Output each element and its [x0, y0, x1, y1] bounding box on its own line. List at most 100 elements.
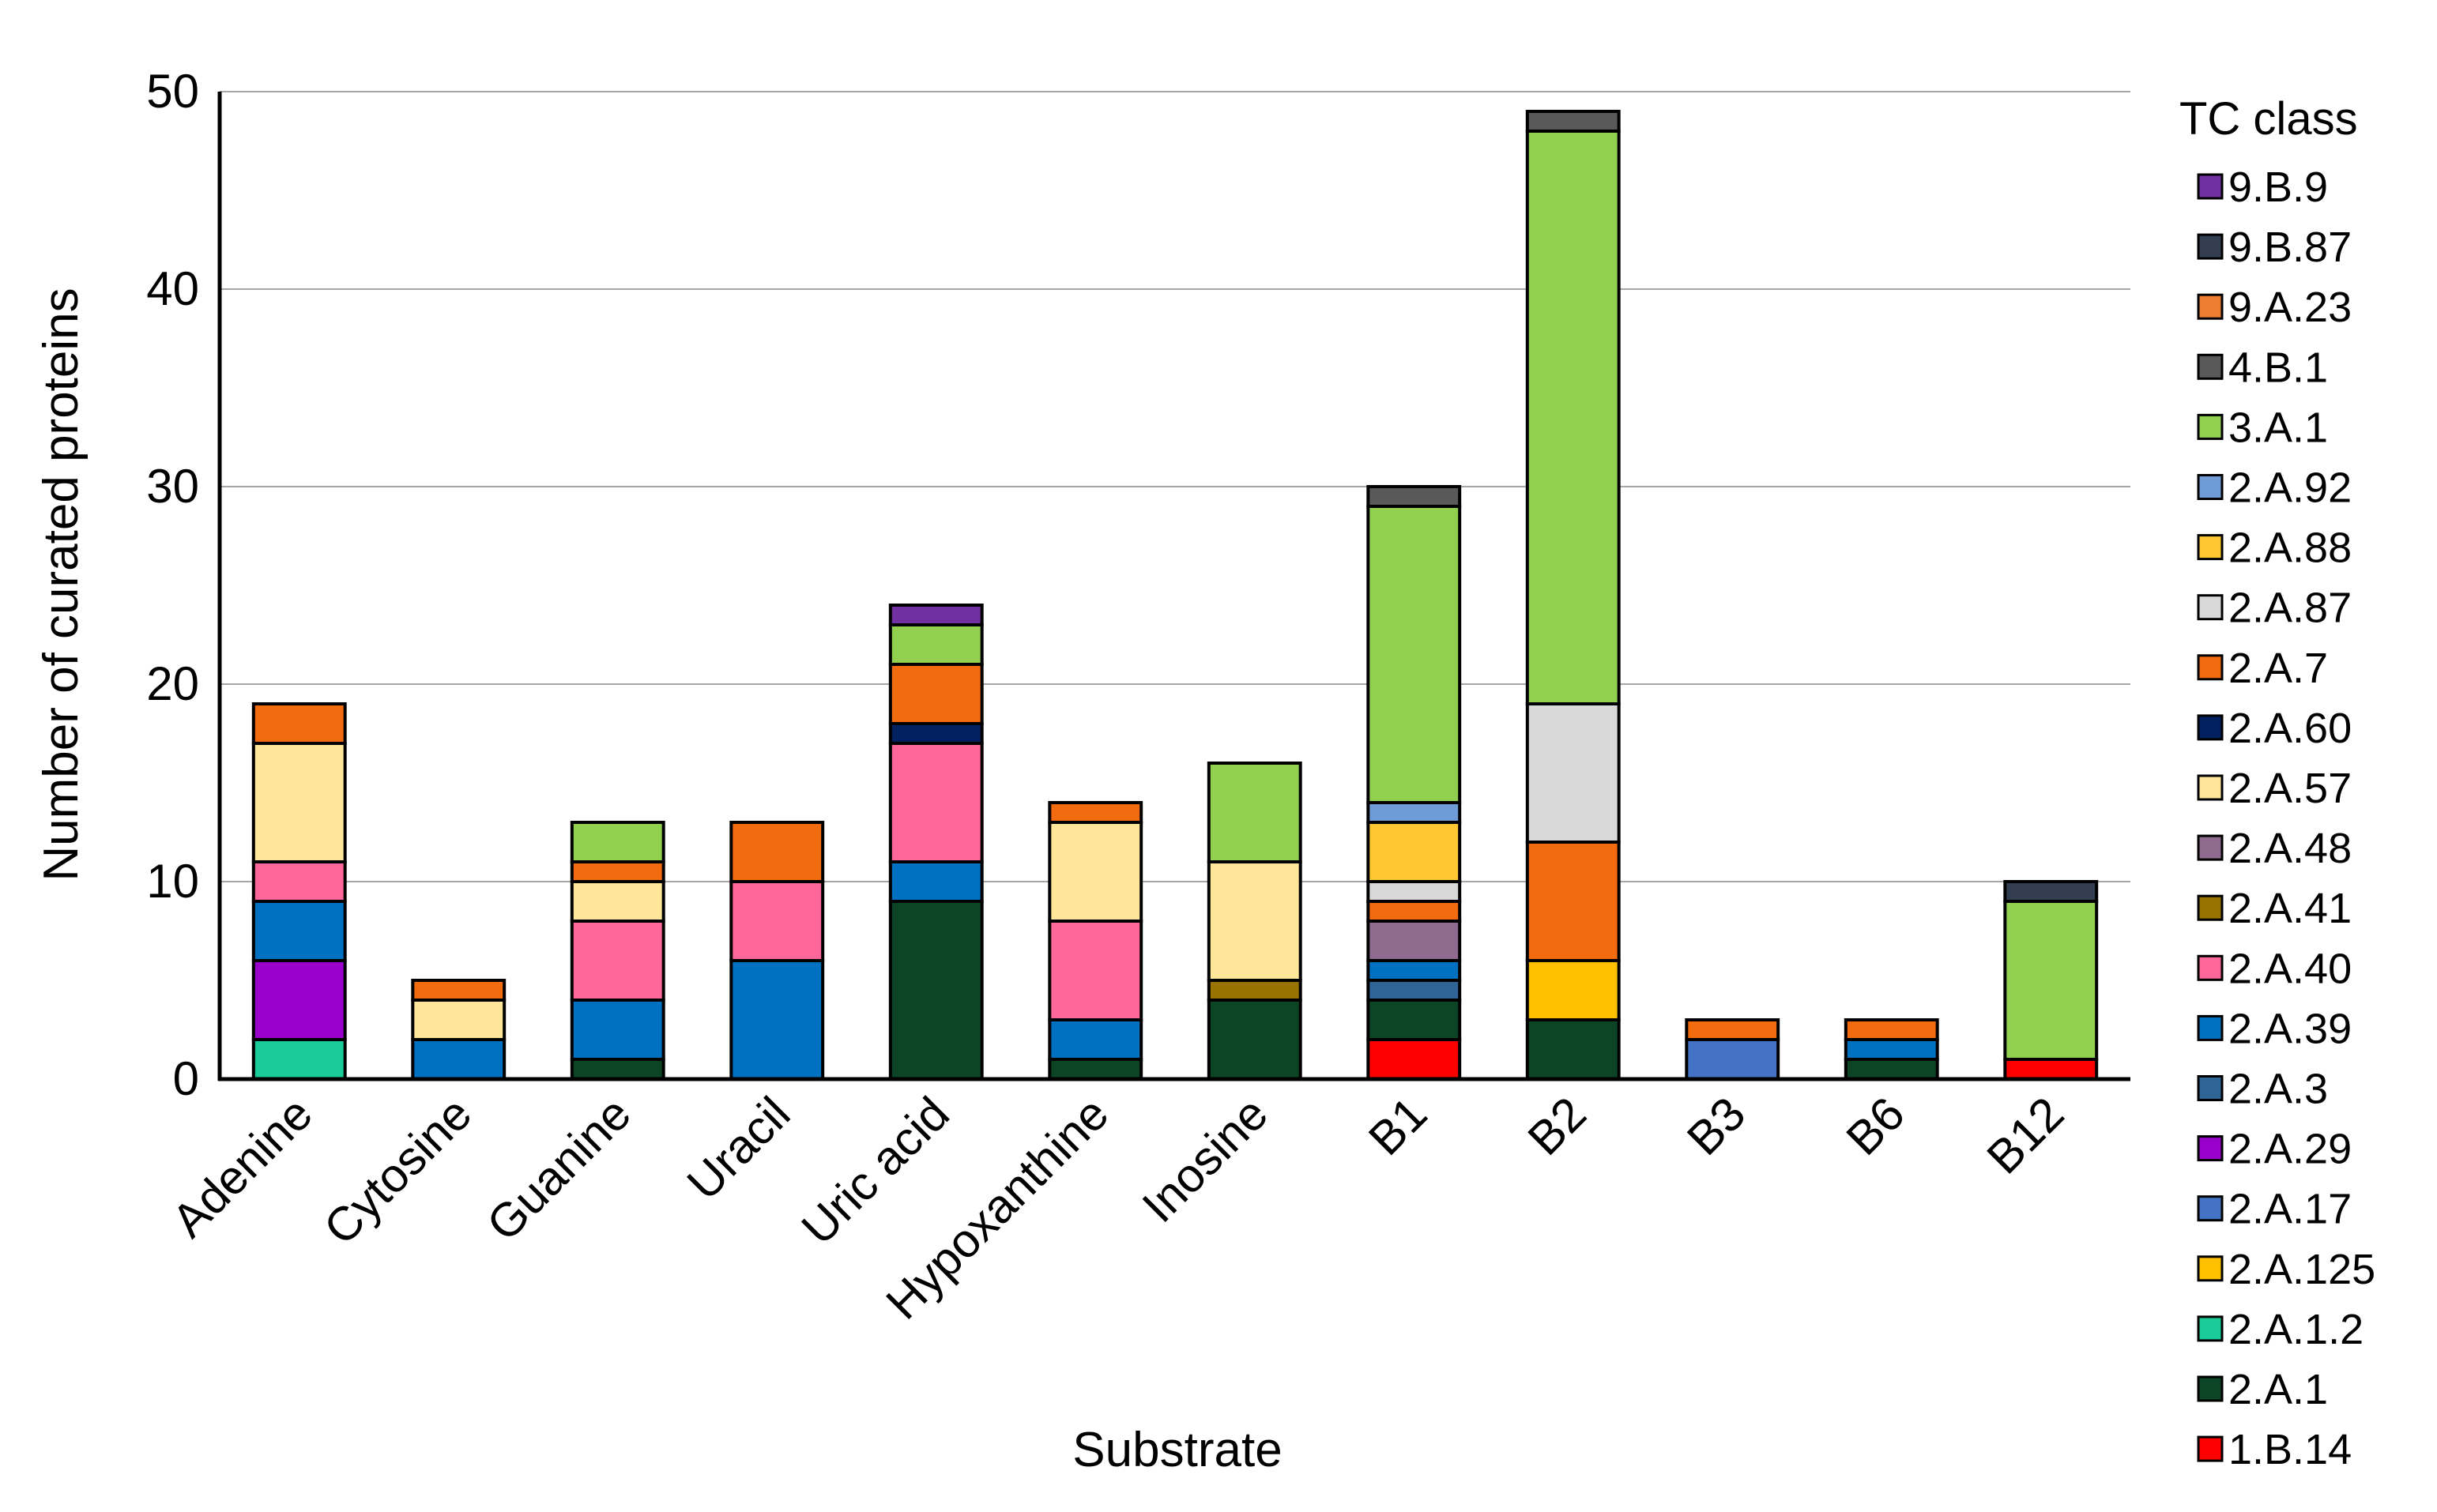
legend-item: 2.A.48	[2197, 825, 2352, 872]
legend-item: 9.B.9	[2197, 164, 2328, 211]
legend-item: 2.A.57	[2197, 765, 2352, 812]
bar-stack-cytosine	[411, 979, 507, 1081]
y-axis-title: Number of curated proteins	[34, 288, 89, 881]
x-tick-label: Guanine	[476, 1087, 641, 1251]
bar-segment-2.A.60	[888, 722, 984, 745]
legend-swatch	[2197, 1014, 2224, 1041]
legend-item: 2.A.88	[2197, 525, 2352, 572]
y-tick-label: 20	[146, 657, 199, 710]
legend-swatch	[2197, 233, 2224, 260]
bar-segment-2.A.57	[1048, 821, 1143, 923]
bar-stack-hypoxanthine	[1048, 801, 1143, 1081]
bar-segment-2.A.7	[1844, 1018, 1939, 1041]
bar-segment-2.A.40	[888, 742, 984, 863]
legend-swatch	[2197, 413, 2224, 440]
legend-item: 2.A.1	[2197, 1366, 2328, 1413]
legend-label: 2.A.39	[2228, 1005, 2352, 1052]
bar-segment-4.B.1	[1525, 110, 1621, 133]
bar-segment-2.A.7	[1525, 841, 1621, 962]
bar-segment-3.A.1	[1366, 505, 1462, 804]
legend-swatch	[2197, 474, 2224, 500]
bar-segment-3.A.1	[2003, 900, 2099, 1061]
bar-stack-b1	[1366, 485, 1462, 1081]
y-tick-label: 10	[146, 855, 199, 908]
legend-label: 2.A.87	[2228, 585, 2352, 632]
legend-swatch	[2197, 1315, 2224, 1342]
legend-swatch	[2197, 594, 2224, 621]
legend-item: 2.A.40	[2197, 945, 2352, 992]
bar-segment-1.B.14	[2003, 1058, 2099, 1081]
x-axis-title: Substrate	[1072, 1423, 1282, 1477]
bar-segment-2.A.17	[1685, 1038, 1780, 1081]
legend-item: 2.A.39	[2197, 1005, 2352, 1052]
bar-stack-uric-acid	[888, 604, 984, 1081]
bar-segment-3.A.1	[888, 623, 984, 666]
legend-label: 2.A.17	[2228, 1186, 2352, 1233]
legend-swatch	[2197, 1195, 2224, 1222]
bar-stack-b2	[1525, 110, 1621, 1081]
bar-segment-2.A.57	[251, 742, 347, 863]
bar-stack-b6	[1844, 1018, 1939, 1081]
x-tick-label: B6	[1836, 1087, 1915, 1165]
bar-segment-4.B.1	[1366, 485, 1462, 508]
bar-segment-2.A.7	[888, 663, 984, 725]
legend-label: 2.A.7	[2228, 645, 2328, 692]
legend-swatch	[2197, 1075, 2224, 1101]
bar-segment-2.A.1.2	[251, 1038, 347, 1081]
bar-segment-2.A.92	[1366, 801, 1462, 824]
bar-segment-2.A.7	[411, 979, 507, 1002]
bar-segment-2.A.57	[1207, 860, 1302, 982]
legend-label: 2.A.1	[2228, 1366, 2328, 1413]
legend-item: 3.A.1	[2197, 404, 2328, 451]
bar-segment-2.A.39	[1366, 959, 1462, 982]
x-tick-label: Cytosine	[314, 1087, 481, 1254]
bar-segment-2.A.1	[570, 1058, 665, 1081]
legend-item: 2.A.60	[2197, 705, 2352, 752]
legend-item: 2.A.41	[2197, 885, 2352, 932]
bar-stacks	[251, 110, 2099, 1081]
axes	[217, 92, 2130, 1081]
bar-segment-2.A.40	[570, 920, 665, 1002]
bar-segment-2.A.39	[251, 900, 347, 962]
legend-label: 3.A.1	[2228, 404, 2328, 451]
bar-segment-2.A.87	[1366, 880, 1462, 903]
bar-segment-2.A.7	[729, 821, 825, 883]
legend-label: 2.A.48	[2228, 825, 2352, 872]
legend-label: 2.A.125	[2228, 1246, 2375, 1293]
legend-swatch	[2197, 654, 2224, 681]
bar-stack-b3	[1685, 1018, 1780, 1081]
legend-item: 4.B.1	[2197, 344, 2328, 391]
bar-segment-3.A.1	[1207, 762, 1302, 863]
legend-item: 2.A.92	[2197, 465, 2352, 512]
legend-item: 2.A.1.2	[2197, 1306, 2364, 1353]
legend-label: 2.A.92	[2228, 465, 2352, 512]
legend-item: 2.A.87	[2197, 585, 2352, 632]
bar-segment-2.A.40	[1048, 920, 1143, 1021]
legend-label: 2.A.1.2	[2228, 1306, 2364, 1353]
legend-swatch	[2197, 774, 2224, 801]
legend-label: 1.B.14	[2228, 1426, 2352, 1473]
bar-segment-2.A.7	[570, 860, 665, 883]
x-tick-label: B3	[1677, 1087, 1755, 1165]
bar-segment-2.A.125	[1525, 959, 1621, 1021]
bar-segment-2.A.39	[570, 999, 665, 1061]
legend-item: 2.A.17	[2197, 1186, 2352, 1233]
legend-label: 2.A.29	[2228, 1126, 2352, 1173]
legend-item: 2.A.3	[2197, 1066, 2328, 1113]
bar-segment-2.A.39	[411, 1038, 507, 1081]
bar-segment-2.A.40	[251, 860, 347, 903]
legend-label: 9.B.87	[2228, 224, 2352, 271]
bar-segment-2.A.1	[1844, 1058, 1939, 1081]
bar-segment-2.A.48	[1366, 920, 1462, 962]
x-tick-label: Uracil	[677, 1087, 800, 1210]
legend-item: 2.A.7	[2197, 645, 2328, 692]
bar-stack-adenine	[251, 702, 347, 1081]
bar-segment-3.A.1	[1525, 130, 1621, 705]
legend-swatch	[2197, 1375, 2224, 1402]
legend-label: 2.A.3	[2228, 1066, 2328, 1113]
legend-label: 9.A.23	[2228, 284, 2352, 331]
bar-segment-2.A.1	[888, 900, 984, 1081]
bar-segment-2.A.39	[729, 959, 825, 1081]
